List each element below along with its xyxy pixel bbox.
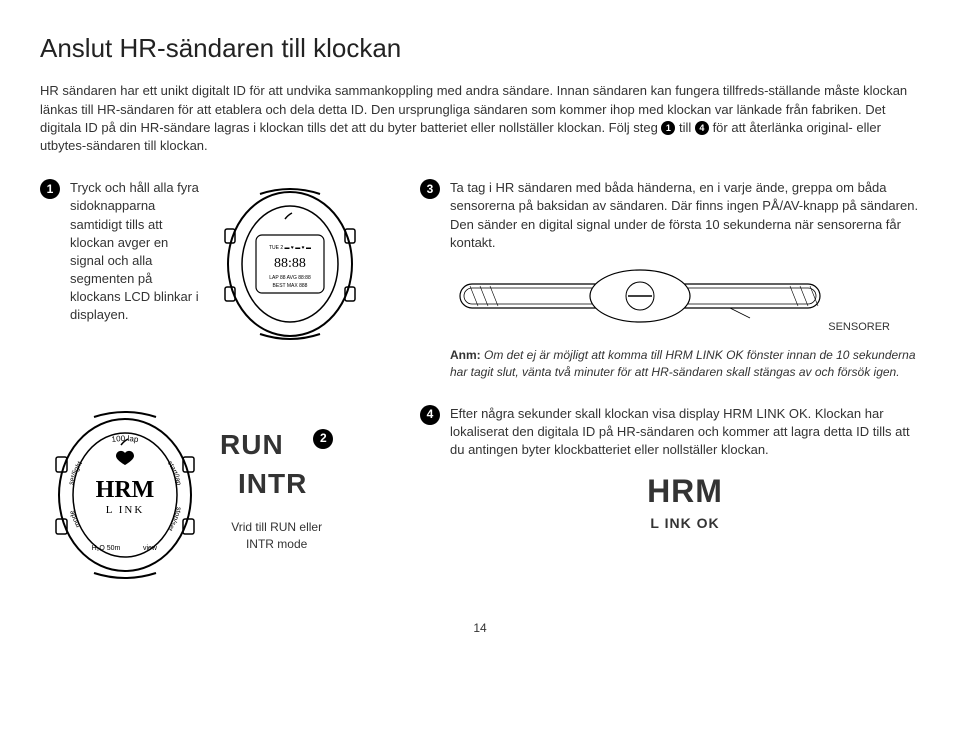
sensor-label: SENSORER — [828, 320, 890, 335]
step-3: 3 Ta tag i HR sändaren med båda händerna… — [420, 179, 920, 381]
step-1-text: Tryck och håll alla fyra sidoknapparna s… — [70, 179, 200, 381]
steps-row-1: 1 Tryck och håll alla fyra sidoknapparna… — [40, 179, 920, 381]
svg-text:set/light: set/light — [68, 460, 84, 485]
step-3-number: 3 — [420, 179, 440, 199]
intro-paragraph: HR sändaren har ett unikt digitalt ID fö… — [40, 82, 920, 155]
svg-text:H₂O 50m: H₂O 50m — [92, 545, 121, 552]
hrm-link-ok-display: HRM L INK OK — [450, 469, 920, 533]
step-2-caption: Vrid till RUN eller INTR mode — [222, 519, 332, 553]
step-2-group: 100 lap start/lap stop/set set/light mod… — [40, 405, 390, 590]
step-3-text: Ta tag i HR sändaren med båda händerna, … — [450, 179, 920, 252]
step-2: RUN INTR 2 Vrid till RUN eller INTR mode — [220, 425, 333, 553]
svg-text:view: view — [143, 545, 158, 552]
intro-step-ref-4: 4 — [695, 121, 709, 135]
linkok-label: L INK OK — [650, 514, 719, 534]
svg-text:100 lap: 100 lap — [111, 434, 140, 444]
watch-illustration-full: TUE 2 ▬ ♥ ▬ ♥ ▬ 88:88 LAP 88 AVG 88:88 B… — [210, 179, 370, 381]
svg-text:mode: mode — [69, 509, 82, 528]
intr-mode-label: INTR — [238, 464, 307, 503]
step-4: 4 Efter några sekunder skall klockan vis… — [420, 405, 920, 534]
step-1-number: 1 — [40, 179, 60, 199]
step-2-number: 2 — [313, 429, 333, 449]
step-4-text: Efter några sekunder skall klockan visa … — [450, 405, 920, 460]
hrm-label: HRM — [647, 469, 723, 514]
note-text: Om det ej är möjligt att komma till HRM … — [450, 348, 916, 379]
intro-text-2: till — [679, 120, 695, 135]
steps-row-2: 100 lap start/lap stop/set set/light mod… — [40, 405, 920, 590]
intro-step-ref-1: 1 — [661, 121, 675, 135]
watch-hrm-link-illustration: 100 lap start/lap stop/set set/light mod… — [40, 405, 210, 590]
page-number: 14 — [40, 620, 920, 637]
svg-text:L INK: L INK — [106, 504, 145, 516]
step-1: 1 Tryck och håll alla fyra sidoknapparna… — [40, 179, 390, 381]
svg-text:BEST MAX 888: BEST MAX 888 — [273, 283, 308, 289]
svg-text:stop/set: stop/set — [166, 506, 182, 532]
note-label: Anm: — [450, 348, 481, 362]
svg-text:88:88: 88:88 — [274, 256, 306, 271]
svg-text:HRM: HRM — [96, 477, 155, 503]
hr-transmitter-illustration: SENSORER — [450, 266, 920, 331]
run-mode-label: RUN — [220, 425, 307, 464]
svg-text:TUE 2 ▬ ♥ ▬ ♥ ▬: TUE 2 ▬ ♥ ▬ ♥ ▬ — [269, 245, 311, 251]
watch-label-top: 100 lap — [111, 434, 140, 444]
step-3-note: Anm: Om det ej är möjligt att komma till… — [450, 347, 920, 381]
svg-text:start/lap: start/lap — [166, 460, 182, 486]
step-4-number: 4 — [420, 405, 440, 425]
svg-text:LAP 88 AVG 88:88: LAP 88 AVG 88:88 — [269, 275, 311, 281]
page-title: Anslut HR-sändaren till klockan — [40, 30, 920, 66]
